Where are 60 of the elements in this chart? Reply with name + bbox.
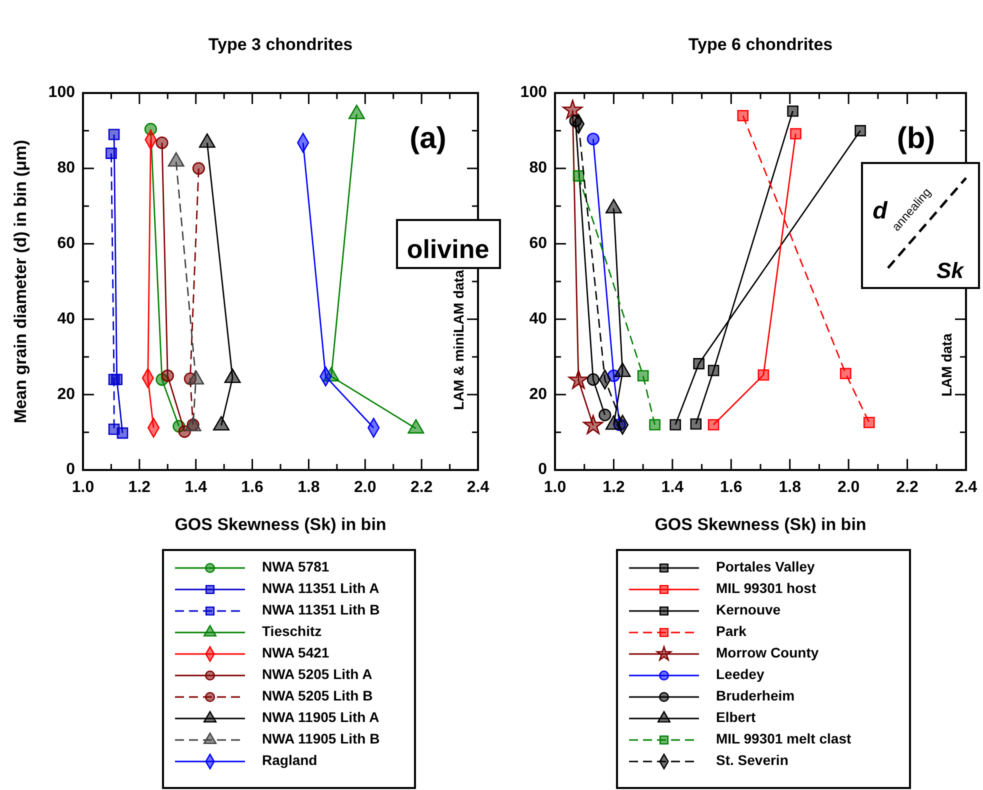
y-tick-label: 100 bbox=[48, 84, 76, 102]
annotation: (b) bbox=[896, 122, 936, 155]
y-tick-label: 80 bbox=[529, 160, 548, 177]
x-tick-label: 1.0 bbox=[544, 479, 566, 496]
chart-title: Type 6 chondrites bbox=[688, 35, 833, 54]
x-axis-title: GOS Skewness (Sk) in bin bbox=[174, 515, 386, 534]
x-tick-label: 1.4 bbox=[661, 479, 684, 496]
y-tick-label: 0 bbox=[66, 461, 76, 478]
legend-label: Kernouve bbox=[716, 602, 781, 618]
annotation: Sk bbox=[936, 258, 966, 283]
legend-label: MIL 99301 host bbox=[716, 580, 816, 596]
x-tick-label: 1.2 bbox=[128, 479, 151, 496]
x-axis-title: GOS Skewness (Sk) in bin bbox=[654, 515, 866, 534]
y-axis-title: Mean grain diameter (d) in bin (μm) bbox=[11, 140, 30, 424]
x-tick-label: 1.8 bbox=[298, 479, 320, 496]
legend-label: NWA 11905 Lith A bbox=[262, 709, 380, 726]
legend-label: Portales Valley bbox=[716, 558, 816, 575]
x-tick-label: 1.6 bbox=[720, 479, 742, 496]
x-tick-label: 2.0 bbox=[354, 479, 376, 496]
annotation: LAM data bbox=[938, 333, 955, 396]
legend-label: NWA 5205 Lith A bbox=[262, 666, 372, 682]
annotation: d bbox=[872, 197, 889, 224]
x-tick-label: 1.0 bbox=[72, 479, 94, 496]
legend-label: NWA 5781 bbox=[262, 558, 330, 575]
annotation: (a) bbox=[410, 122, 446, 155]
legend-label: Morrow County bbox=[716, 644, 819, 661]
x-tick-label: 2.4 bbox=[466, 479, 490, 496]
legend-label: Leedey bbox=[716, 666, 764, 682]
x-tick-label: 2.2 bbox=[410, 479, 433, 496]
legend-label: Park bbox=[716, 623, 747, 640]
x-tick-label: 2.2 bbox=[896, 479, 919, 496]
y-tick-label: 60 bbox=[57, 235, 76, 252]
x-tick-label: 2.4 bbox=[954, 479, 978, 496]
x-tick-label: 1.8 bbox=[778, 479, 802, 496]
y-tick-label: 20 bbox=[529, 386, 548, 403]
y-tick-label: 20 bbox=[57, 386, 76, 403]
y-tick-label: 40 bbox=[57, 310, 76, 328]
annotation: LAM & miniLAM data bbox=[450, 270, 467, 410]
legend-label: MIL 99301 melt clast bbox=[716, 730, 852, 747]
x-tick-label: 1.4 bbox=[184, 479, 208, 496]
y-tick-label: 80 bbox=[57, 160, 76, 177]
x-tick-label: 1.6 bbox=[241, 479, 264, 496]
legend-label: Ragland bbox=[262, 752, 318, 768]
legend-label: Tieschitz bbox=[262, 623, 322, 640]
x-tick-label: 1.2 bbox=[602, 479, 625, 496]
legend-label: Bruderheim bbox=[716, 688, 795, 704]
chart-title: Type 3 chondrites bbox=[208, 35, 353, 54]
legend-label: NWA 5205 Lith B bbox=[262, 688, 373, 704]
legend-label: NWA 11351 Lith A bbox=[262, 580, 380, 596]
y-tick-label: 60 bbox=[529, 235, 548, 252]
y-tick-label: 0 bbox=[538, 461, 548, 478]
legend-label: Elbert bbox=[716, 709, 756, 726]
y-tick-label: 40 bbox=[529, 310, 548, 328]
y-tick-label: 100 bbox=[520, 84, 548, 102]
legend-label: NWA 5421 bbox=[262, 644, 330, 661]
x-tick-label: 2.0 bbox=[837, 479, 860, 496]
legend-label: NWA 11905 Lith B bbox=[262, 730, 380, 747]
annotation: olivine bbox=[406, 234, 490, 264]
legend-label: NWA 11351 Lith B bbox=[262, 602, 380, 618]
legend-label: St. Severin bbox=[716, 752, 788, 768]
